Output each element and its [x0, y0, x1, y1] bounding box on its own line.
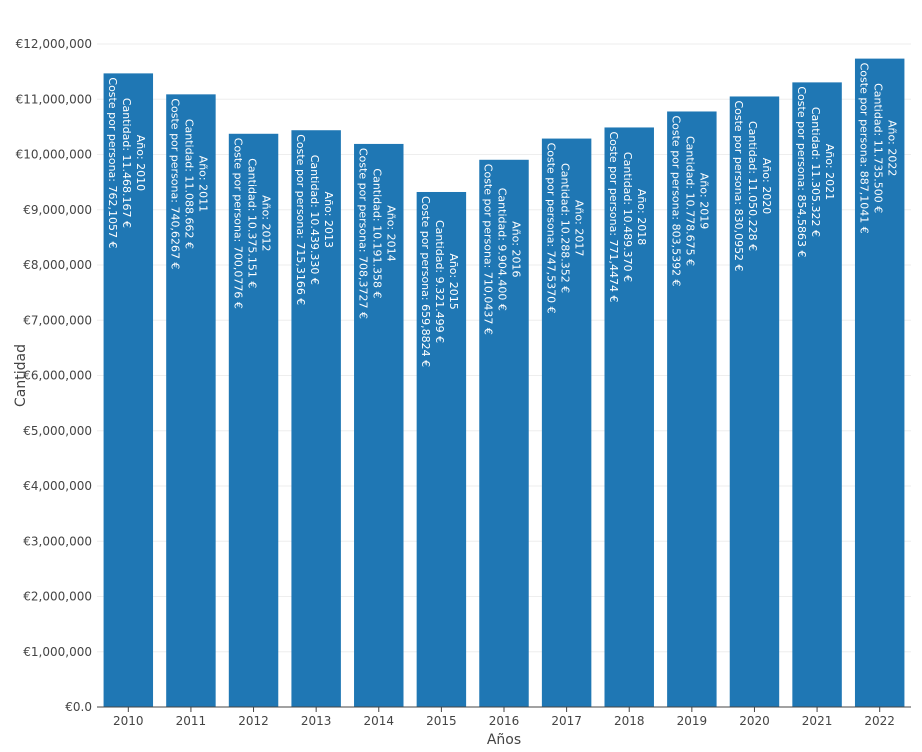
bar-2017 [541, 138, 592, 708]
bar-2018 [604, 127, 654, 708]
x-tick-label: 2020 [739, 714, 770, 728]
bar-2016 [479, 159, 529, 707]
y-tick-label: €11,000,000 [16, 92, 92, 106]
bar-label-line: Año: 2013 [322, 192, 335, 248]
y-tick-label: €0.0 [65, 700, 92, 714]
x-tick-label: 2014 [363, 714, 394, 728]
bar-label-line: Coste por persona: 659,8824 € [419, 196, 432, 367]
bar-2011 [166, 94, 216, 707]
bar-label-line: Año: 2014 [385, 205, 398, 261]
bar-label-line: Coste por persona: 708,3727 € [357, 148, 370, 319]
bar-label-line: Cantidad: 9.904.400 € [496, 188, 509, 311]
bar-label-line: Año: 2011 [197, 156, 210, 212]
bar-label-line: Cantidad: 10.439.330 € [308, 155, 321, 285]
bar-label-line: Coste por persona: 710,0437 € [482, 164, 495, 335]
bar-label-line: Cantidad: 10.288.352 € [558, 163, 571, 293]
x-tick-label: 2013 [301, 714, 332, 728]
bar-2019 [667, 111, 717, 707]
bar-label-line: Cantidad: 11.305.322 € [809, 107, 822, 237]
bar-label-line: Coste por persona: 700,0776 € [231, 138, 244, 309]
bar-label-line: Año: 2017 [572, 200, 585, 256]
y-tick-label: €6,000,000 [23, 369, 92, 383]
x-tick-label: 2018 [614, 714, 645, 728]
x-axis-ticks: 2010 2011 2012 2013 2014 2015 2016 2017 2018 2019… [113, 707, 895, 728]
bar-label-line: Año: 2020 [760, 158, 773, 214]
bar-label-line: Cantidad: 11.468.167 € [120, 98, 133, 228]
bar-label-line: Año: 2021 [823, 144, 836, 200]
bar-2015 [416, 191, 467, 707]
bar-2010 [103, 73, 154, 707]
bar-label-line: Coste por persona: 771,4474 € [607, 131, 620, 302]
y-axis-ticks: €0.0 €1,000,000 €2,000,000 €3,000,000 €4,000… [16, 37, 92, 714]
x-axis-title: Años [487, 732, 521, 748]
x-tick-label: 2022 [864, 714, 895, 728]
bar-label-line: Cantidad: 10.778.675 € [684, 136, 697, 266]
y-tick-label: €5,000,000 [23, 424, 92, 438]
x-tick-label: 2012 [238, 714, 269, 728]
bar-label-line: Año: 2016 [510, 221, 523, 277]
bar-label-line: Coste por persona: 830,0952 € [732, 100, 745, 271]
bar-label-line: Coste por persona: 762,1057 € [106, 77, 119, 248]
bar-label-line: Coste por persona: 747,5370 € [544, 143, 557, 314]
bar-label-line: Año: 2012 [259, 195, 272, 251]
bar-label-line: Cantidad: 11.735.500 € [871, 83, 884, 213]
y-tick-label: €12,000,000 [16, 37, 92, 51]
bar-label-line: Cantidad: 10.489.370 € [621, 152, 634, 282]
y-tick-label: €8,000,000 [23, 258, 92, 272]
bar-label-line: Coste por persona: 854,5863 € [795, 86, 808, 257]
bar-2020 [729, 96, 780, 707]
x-tick-label: 2021 [802, 714, 833, 728]
y-tick-label: €7,000,000 [23, 313, 92, 327]
bar-label-line: Año: 2010 [134, 135, 147, 191]
bar-label-line: Cantidad: 10.191.358 € [371, 168, 384, 298]
bar-label-line: Coste por persona: 887,1041 € [857, 63, 870, 234]
y-tick-label: €9,000,000 [23, 203, 92, 217]
bar-2013 [291, 130, 341, 707]
x-tick-label: 2010 [113, 714, 144, 728]
x-tick-label: 2016 [489, 714, 520, 728]
y-tick-label: €1,000,000 [23, 645, 92, 659]
x-tick-label: 2015 [426, 714, 457, 728]
bar-label-line: Coste por persona: 715,3166 € [294, 134, 307, 305]
y-axis-title: Cantidad [13, 344, 29, 407]
bar-label-line: Coste por persona: 740,6267 € [169, 98, 182, 269]
bar-label-line: Cantidad: 11.088.662 € [183, 119, 196, 249]
bar-label-line: Año: 2022 [885, 120, 898, 176]
bar-label-line: Año: 2015 [447, 253, 460, 309]
x-tick-label: 2017 [551, 714, 582, 728]
y-tick-label: €3,000,000 [23, 534, 92, 548]
bar-label-line: Cantidad: 11.050.228 € [746, 121, 759, 251]
y-tick-label: €4,000,000 [23, 479, 92, 493]
y-tick-label: €10,000,000 [16, 148, 92, 162]
bar-label-line: Año: 2018 [635, 189, 648, 245]
bar-label-line: Coste por persona: 803,5392 € [670, 115, 683, 286]
bar-label-line: Cantidad: 10.375.151 € [245, 158, 258, 288]
bar-2014 [354, 143, 404, 707]
bar-2012 [228, 133, 279, 708]
bar-label-line: Año: 2019 [698, 173, 711, 229]
bar-2022 [854, 58, 905, 707]
x-tick-label: 2019 [677, 714, 708, 728]
bar-label-line: Cantidad: 9.321.499 € [433, 220, 446, 343]
y-tick-label: €2,000,000 [23, 590, 92, 604]
bar-2021 [792, 82, 842, 707]
x-tick-label: 2011 [176, 714, 207, 728]
